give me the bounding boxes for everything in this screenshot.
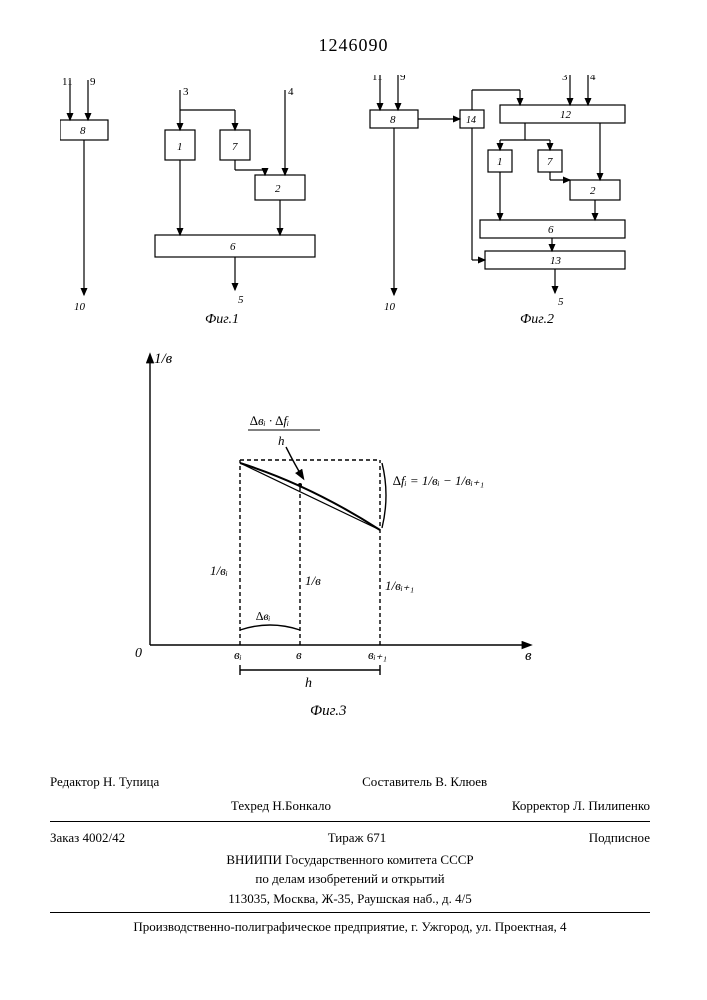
fig1-b8: 8 (80, 125, 86, 137)
fig1-in4: 4 (288, 86, 294, 98)
fig2-in3: 3 (562, 75, 568, 83)
fig1-out5: 5 (238, 294, 244, 306)
fig2-in9: 9 (400, 75, 406, 83)
fig2-b14: 14 (466, 115, 476, 126)
b-tick: в (296, 647, 302, 662)
order: Заказ 4002/42 (50, 828, 125, 848)
org1: ВНИИПИ Государственного комитета СССР (50, 850, 650, 870)
bi1-tick: вᵢ₊₁ (368, 647, 387, 662)
frac-top: ∆вᵢ · ∆fᵢ (250, 413, 289, 428)
block-diagrams: 11 9 8 10 3 1 7 4 2 (60, 75, 650, 335)
fig1-in9: 9 (90, 76, 96, 88)
footer-block: Редактор Н. Тупица Составитель В. Клюев … (50, 770, 650, 937)
fig2-b13: 13 (550, 255, 562, 267)
bi-tick: вᵢ (234, 647, 242, 662)
org2: по делам изобретений и открытий (50, 869, 650, 889)
fig1-b1: 1 (177, 141, 183, 153)
fig1-out10: 10 (74, 301, 86, 313)
fig2-out10: 10 (384, 301, 396, 313)
podpisnoe: Подписное (589, 828, 650, 848)
fig1-in11: 11 (62, 76, 73, 88)
dfi-eq: ∆fᵢ = 1/вᵢ − 1/вᵢ₊₁ (393, 473, 484, 488)
fig2-in11: 11 (372, 75, 383, 83)
one-over-bi: 1/вᵢ (210, 563, 228, 578)
fig1-caption: Фиг.1 (205, 312, 239, 327)
fig2-b8: 8 (390, 114, 396, 126)
fig2-b2: 2 (590, 185, 596, 197)
address1: 113035, Москва, Ж-35, Раушская наб., д. … (50, 889, 650, 909)
patent-number: 1246090 (0, 35, 707, 56)
fig2-b1: 1 (497, 156, 503, 168)
fig2-b7: 7 (547, 156, 553, 168)
tirazh: Тираж 671 (328, 828, 387, 848)
fig1-b6: 6 (230, 241, 236, 253)
fig2-caption: Фиг.2 (520, 312, 554, 327)
one-over-bi1: 1/вᵢ₊₁ (385, 578, 414, 593)
fig1-in3: 3 (183, 86, 189, 98)
fig2-b12: 12 (560, 109, 572, 121)
page: 1246090 11 9 8 10 3 1 7 (0, 0, 707, 1000)
h-label: h (305, 676, 312, 691)
editor: Редактор Н. Тупица (50, 772, 159, 792)
printer: Производственно-полиграфическое предприя… (50, 917, 650, 937)
fig1-b2: 2 (275, 183, 281, 195)
compiler: Составитель В. Клюев (362, 772, 487, 792)
fig1-b7: 7 (232, 141, 238, 153)
frac-bot: h (278, 433, 285, 448)
fig3-caption: Фиг.3 (310, 703, 346, 719)
fig2-b6: 6 (548, 224, 554, 236)
y-axis-label: 1/в (154, 351, 173, 367)
origin-label: 0 (135, 646, 142, 661)
fig2-out5: 5 (558, 296, 564, 308)
dbi-label: ∆вᵢ (256, 609, 271, 623)
fig3-chart: 1/в в 0 ∆вᵢ h вᵢ в (110, 345, 580, 725)
x-axis-label: в (525, 648, 532, 664)
corrector: Корректор Л. Пилипенко (512, 796, 650, 816)
tehred: Техред Н.Бонкало (231, 796, 331, 816)
one-over-b: 1/в (305, 573, 321, 588)
fig2-in4: 4 (590, 75, 596, 83)
